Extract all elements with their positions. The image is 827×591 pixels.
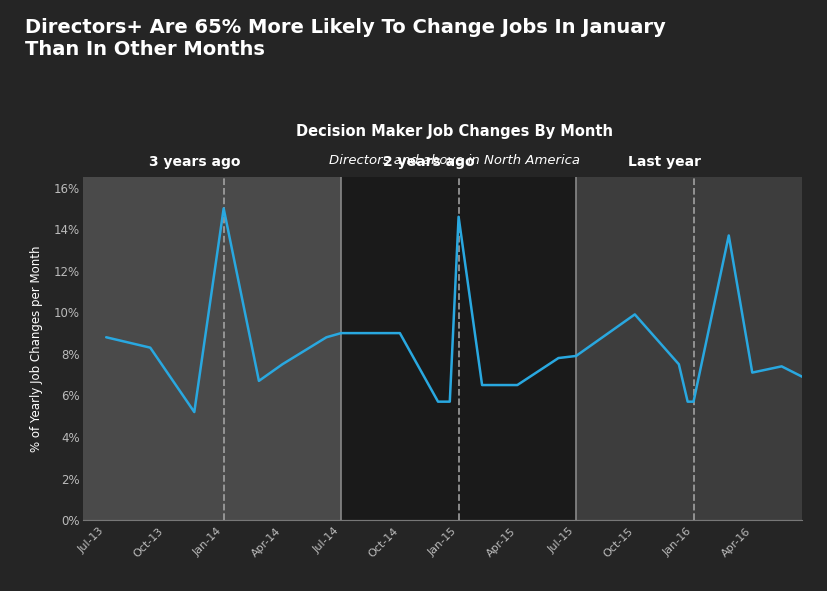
Text: Decision Maker Job Changes By Month: Decision Maker Job Changes By Month <box>296 124 614 139</box>
Bar <box>576 177 802 520</box>
Y-axis label: % of Yearly Job Changes per Month: % of Yearly Job Changes per Month <box>30 245 43 452</box>
Text: 2 years ago: 2 years ago <box>384 155 475 169</box>
Text: Directors and above in North America: Directors and above in North America <box>329 154 581 167</box>
Bar <box>341 177 576 520</box>
Text: Directors+ Are 65% More Likely To Change Jobs In January
Than In Other Months: Directors+ Are 65% More Likely To Change… <box>25 18 666 59</box>
Text: 3 years ago: 3 years ago <box>149 155 240 169</box>
Bar <box>83 177 341 520</box>
Text: Last year: Last year <box>628 155 700 169</box>
